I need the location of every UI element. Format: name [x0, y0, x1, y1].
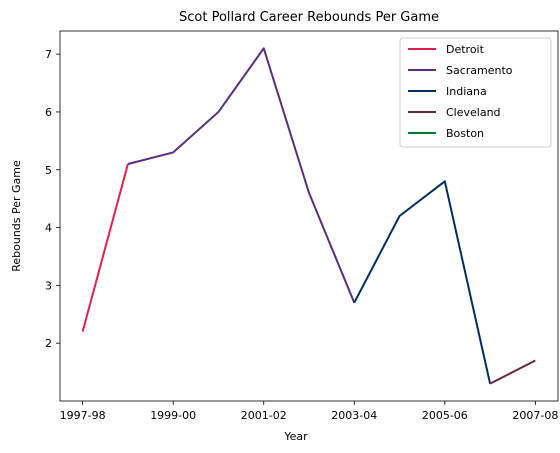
y-tick-label: 2	[45, 337, 52, 350]
x-tick-label: 2003-04	[331, 409, 377, 422]
legend-label-indiana: Indiana	[446, 85, 487, 98]
series-line-sacramento	[127, 47, 356, 304]
legend-box	[399, 37, 552, 148]
series-line-indiana	[353, 180, 492, 384]
legend-label-boston: Boston	[446, 127, 484, 140]
y-axis-ticks: 2 3 4 5 6 7	[45, 48, 60, 350]
plot-area	[81, 47, 536, 385]
plot-frame	[59, 30, 559, 402]
x-tick-label: 1997-98	[60, 409, 106, 422]
y-tick-label: 5	[45, 164, 52, 177]
legend: Detroit Sacramento Indiana Cleveland Boston	[399, 37, 552, 148]
legend-label-sacramento: Sacramento	[446, 64, 513, 77]
y-tick-label: 3	[45, 279, 52, 292]
legend-label-detroit: Detroit	[446, 43, 485, 56]
x-tick-label: 2005-06	[422, 409, 468, 422]
x-tick-label: 1999-00	[150, 409, 196, 422]
x-tick-label: 2007-08	[512, 409, 558, 422]
series-line-cleveland	[489, 359, 536, 385]
legend-label-cleveland: Cleveland	[446, 106, 501, 119]
x-axis-label: Year	[283, 430, 308, 443]
chart-title: Scot Pollard Career Rebounds Per Game	[179, 10, 439, 25]
y-tick-label: 4	[45, 222, 52, 235]
y-tick-label: 7	[45, 48, 52, 61]
series-line-detroit	[81, 163, 129, 332]
x-axis-ticks: 1997-98 1999-00 2001-02 2003-04 2005-06 2007-…	[60, 401, 558, 422]
x-tick-label: 2001-02	[241, 409, 287, 422]
y-axis-label: Rebounds Per Game	[10, 160, 23, 272]
y-tick-label: 6	[45, 106, 52, 119]
